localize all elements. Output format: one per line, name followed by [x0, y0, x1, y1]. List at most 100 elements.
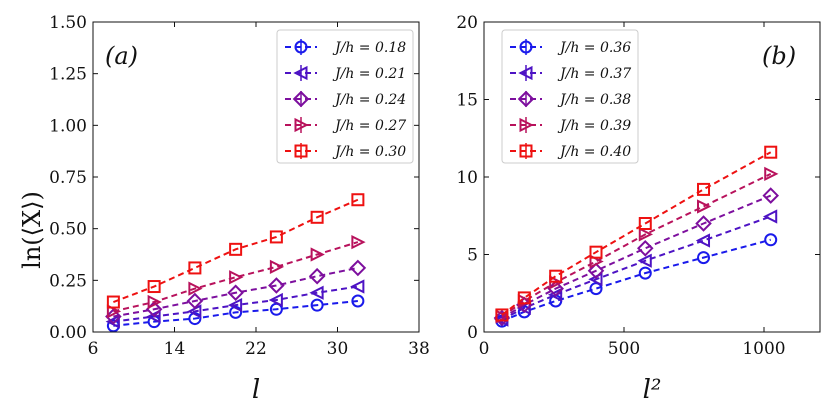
legend-marker — [519, 117, 534, 133]
legend-box — [276, 29, 414, 164]
series-line — [113, 198, 359, 303]
data-point — [764, 233, 778, 247]
x-tick-label: 22 — [245, 339, 267, 359]
data-point — [695, 215, 712, 232]
legend-label: J/h = 0.18 — [332, 40, 406, 56]
series-line — [113, 241, 359, 313]
legend-marker — [519, 40, 533, 54]
data-point — [268, 277, 285, 294]
series-line — [501, 238, 771, 323]
data-point — [547, 287, 563, 302]
panel-label: (b) — [762, 42, 796, 70]
data-point — [310, 298, 324, 312]
data-point — [762, 209, 778, 224]
legend-label: J/h = 0.37 — [557, 66, 631, 82]
data-point — [589, 254, 604, 269]
x-axis-label: l² — [643, 375, 662, 405]
legend-label: J/h = 0.39 — [557, 118, 631, 134]
data-point — [229, 270, 244, 285]
data-point — [589, 245, 603, 259]
data-point — [638, 217, 652, 230]
data-point — [697, 251, 711, 265]
legend-marker — [292, 90, 310, 108]
data-point — [227, 298, 243, 313]
data-point — [309, 285, 324, 300]
panel-b: 0 500 1000 0 5 10 15 20 l² (b) J/h = 0.36 J/h = 0.3… — [456, 13, 821, 405]
data-point — [587, 262, 605, 280]
data-point — [310, 210, 324, 224]
data-point — [188, 281, 203, 296]
series-line — [501, 151, 772, 316]
series-line — [501, 215, 772, 321]
x-tick-label: 30 — [327, 339, 349, 359]
data-point — [350, 279, 365, 294]
legend-marker — [293, 65, 308, 81]
data-point — [106, 295, 120, 309]
data-point — [764, 166, 779, 182]
data-point — [637, 253, 652, 268]
data-point — [495, 308, 509, 322]
y-tick-label: 10 — [456, 168, 478, 188]
y-tick-label: 0.75 — [49, 168, 87, 188]
data-point — [310, 247, 325, 262]
legend-label: J/h = 0.24 — [332, 92, 406, 108]
series-line — [501, 194, 772, 319]
data-point — [351, 193, 365, 207]
y-tick-label: 0.50 — [49, 220, 87, 240]
panel-a: 6 14 22 30 38 0.00 0.25 0.50 0.75 1.00 1.25 1.50 l (a… — [49, 13, 430, 405]
y-tick-label: 5 — [467, 246, 478, 266]
y-tick-label: 0.25 — [49, 271, 87, 291]
data-point — [697, 199, 712, 214]
x-tick-label: 38 — [408, 339, 430, 359]
x-tick-label: 0 — [479, 339, 490, 359]
plot-frame — [483, 21, 821, 333]
data-point — [188, 261, 202, 275]
data-point — [638, 266, 652, 280]
series-line — [501, 173, 772, 318]
data-point — [146, 309, 161, 324]
legend-label: J/h = 0.40 — [557, 144, 631, 160]
data-point — [638, 227, 654, 242]
data-point — [308, 267, 326, 285]
legend-marker — [519, 144, 533, 158]
legend-label: J/h = 0.27 — [332, 118, 406, 134]
data-point — [269, 230, 283, 244]
x-axis-label: l — [252, 375, 260, 405]
data-point — [695, 233, 711, 248]
x-tick-label: 6 — [88, 339, 99, 359]
data-point — [636, 240, 654, 257]
data-point — [227, 284, 244, 302]
data-point — [351, 234, 366, 250]
data-point — [106, 304, 122, 319]
data-point — [147, 280, 161, 294]
panel-label: (a) — [105, 42, 138, 70]
y-tick-label: 20 — [456, 13, 478, 33]
legend-label: J/h = 0.36 — [557, 40, 631, 56]
legend-marker — [517, 90, 535, 108]
legend-marker — [294, 40, 308, 54]
data-point — [351, 294, 365, 308]
y-tick-label: 1.00 — [49, 116, 87, 136]
y-axis-label: ln(⟨X⟩) — [18, 191, 46, 269]
legend-box — [501, 29, 639, 164]
data-point — [229, 242, 243, 256]
series-line — [113, 266, 359, 318]
x-tick-label: 14 — [164, 339, 186, 359]
legend-marker — [518, 65, 533, 81]
data-point — [697, 182, 711, 196]
data-point — [764, 145, 778, 159]
data-point — [147, 294, 162, 310]
data-point — [349, 259, 367, 277]
data-point — [762, 187, 780, 204]
y-tick-label: 0 — [467, 323, 478, 343]
plot-frame — [92, 21, 420, 333]
legend-marker — [294, 144, 308, 158]
data-point — [268, 292, 283, 308]
y-tick-label: 1.50 — [49, 13, 87, 33]
x-tick-label: 1000 — [742, 339, 785, 359]
y-tick-label: 1.25 — [49, 65, 87, 85]
data-point — [186, 292, 204, 310]
y-tick-label: 15 — [456, 91, 478, 111]
legend-marker — [294, 117, 309, 133]
